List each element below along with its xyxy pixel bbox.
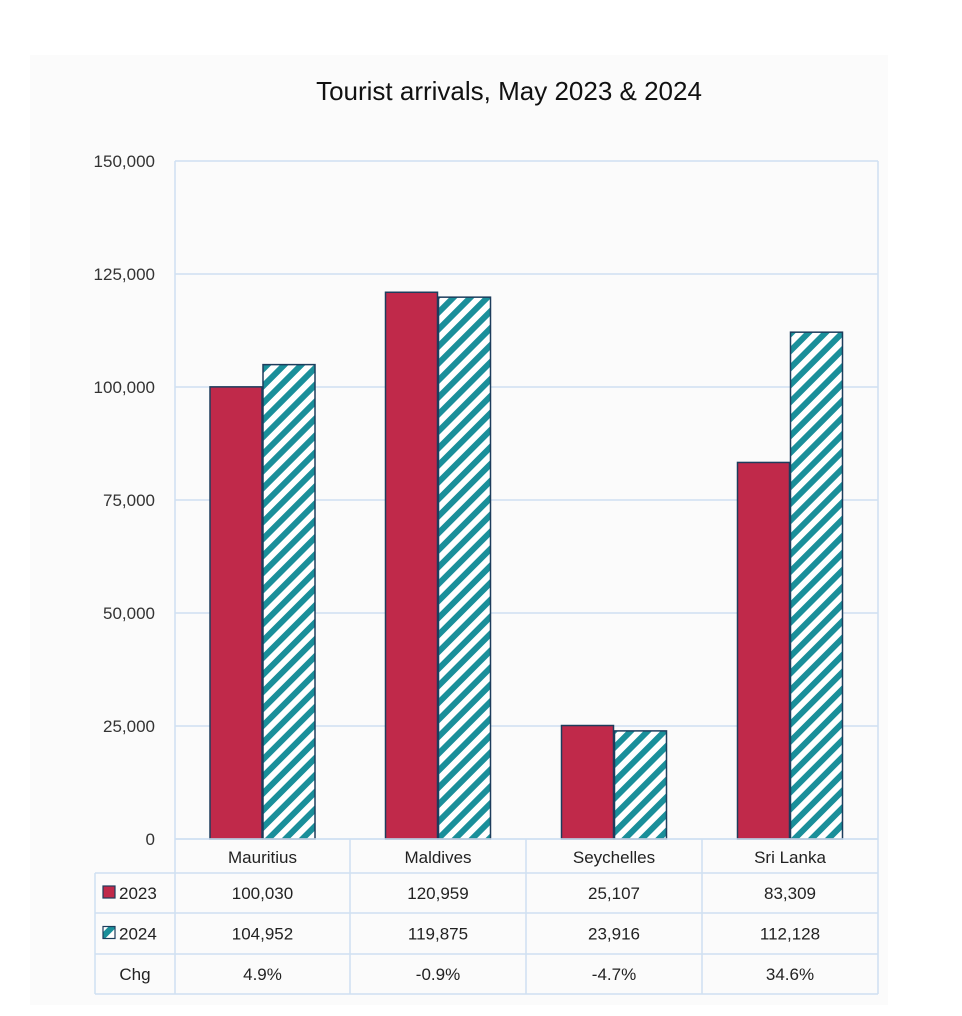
data-label: 104,952 <box>232 925 293 944</box>
change-value: 34.6% <box>766 965 814 984</box>
x-tick-label: Maldives <box>404 848 471 867</box>
bar-2024-maldives <box>437 296 492 840</box>
data-label: 112,128 <box>760 925 820 944</box>
y-tick-label: 150,000 <box>94 152 155 171</box>
change-row-label: Chg <box>119 965 150 984</box>
chart-title: Tourist arrivals, May 2023 & 2024 <box>316 76 702 106</box>
bar-2024-seychelles <box>613 730 668 840</box>
data-label: 100,030 <box>232 884 293 903</box>
change-value: -0.9% <box>416 965 460 984</box>
data-label: 23,916 <box>588 925 640 944</box>
x-tick-label: Seychelles <box>573 848 655 867</box>
change-value: 4.9% <box>243 965 282 984</box>
y-tick-label: 125,000 <box>94 265 155 284</box>
legend-key-2024 <box>102 925 116 940</box>
y-tick-label: 0 <box>146 830 155 849</box>
bar-2024-sri-lanka <box>789 331 844 840</box>
bar-2024-mauritius <box>262 363 316 840</box>
x-tick-label: Mauritius <box>228 848 297 867</box>
legend-label-2024: 2024 <box>119 925 157 944</box>
y-tick-label: 75,000 <box>103 491 155 510</box>
x-tick-label: Sri Lanka <box>754 848 826 867</box>
data-label: 83,309 <box>764 884 816 903</box>
bar-2023-sri-lanka <box>736 461 791 840</box>
data-label: 119,875 <box>408 925 468 944</box>
data-label: 120,959 <box>407 884 468 903</box>
legend-key-2023 <box>102 885 116 899</box>
y-tick-label: 100,000 <box>94 378 155 397</box>
data-label: 25,107 <box>588 884 640 903</box>
y-tick-label: 50,000 <box>103 604 155 623</box>
change-value: -4.7% <box>592 965 636 984</box>
bar-2023-mauritius <box>209 386 263 840</box>
legend-label-2023: 2023 <box>119 884 157 903</box>
bar-2023-maldives <box>384 291 439 840</box>
bar-2023-seychelles <box>560 724 615 840</box>
y-tick-label: 25,000 <box>103 717 155 736</box>
